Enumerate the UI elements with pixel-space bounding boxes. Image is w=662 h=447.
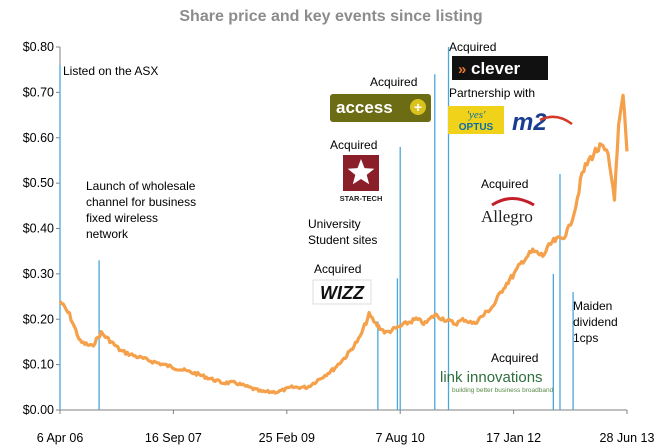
clever-logo: » clever	[452, 56, 548, 80]
y-tick-label: $0.50	[23, 176, 54, 190]
event-label: channel for business	[86, 195, 196, 209]
axes: $0.00 $0.10 $0.20 $0.30 $0.40 $0.50 $0.60 $0.70…	[23, 40, 655, 445]
x-tick-label: 6 Apr 06	[37, 431, 84, 445]
link-innovations-tagline: building better business broadband	[452, 387, 554, 394]
y-tick-label: $0.10	[23, 358, 54, 372]
plus-icon	[410, 99, 426, 115]
y-tick-label: $0.00	[23, 403, 54, 417]
y-tick-label: $0.30	[23, 267, 54, 281]
wizz-logo-box	[312, 279, 372, 305]
event-label: Listed on the ASX	[63, 64, 158, 78]
yes-optus-logo: 'yes'OPTUS	[448, 106, 504, 134]
event-label: Launch of wholesale	[86, 179, 196, 193]
access-logo-text: access	[336, 98, 393, 117]
yes-optus-logo-box	[448, 106, 504, 134]
event-label: Partnership with	[449, 86, 535, 100]
chart-title: Share price and key events since listing	[179, 8, 482, 25]
y-tick-label: $0.20	[23, 312, 54, 326]
event-label: Acquired	[370, 75, 417, 89]
star-tech-logo-text: STAR-TECH	[340, 194, 383, 203]
event-label: Acquired	[481, 177, 528, 191]
event-label: Acquired	[491, 351, 538, 365]
event-label: Maiden	[573, 299, 612, 313]
x-tick-label: 17 Jan 12	[486, 431, 541, 445]
logos: WIZZ STAR-TECH access + » clever 'yes'OPTUS m2 A…	[312, 56, 573, 394]
y-tick-label: $0.60	[23, 131, 54, 145]
wizz-logo-text: WIZZ	[320, 283, 365, 303]
x-tick-label: 28 Jun 13	[600, 431, 655, 445]
event-label: Student sites	[308, 233, 377, 247]
event-label: Acquired	[314, 262, 361, 276]
star-tech-logo: STAR-TECH	[340, 155, 383, 203]
price-line	[58, 93, 629, 395]
event-label: fixed wireless	[86, 211, 158, 225]
event-label: Acquired	[449, 40, 496, 54]
y-tick-label: $0.70	[23, 85, 54, 99]
access-logo-box	[330, 94, 431, 122]
x-tick-label: 16 Sep 07	[145, 431, 202, 445]
y-tick-label: $0.40	[23, 222, 54, 236]
event-label: network	[86, 227, 129, 241]
series	[58, 93, 629, 395]
clever-logo-box	[452, 56, 548, 80]
allegro-logo: Allegro	[481, 197, 535, 226]
event-label: 1cps	[573, 331, 598, 345]
m2-swoosh-icon	[539, 115, 573, 126]
yes-optus-logo-text: 'yes'	[467, 109, 486, 121]
clever-logo-text: clever	[471, 59, 521, 78]
event-label: University	[308, 217, 361, 231]
link-innovations-logo-text: link innovations	[440, 369, 543, 386]
wizz-logo: WIZZ	[312, 279, 372, 305]
y-tick-label: $0.80	[23, 40, 54, 54]
plus-icon-glyph: +	[414, 99, 422, 115]
allegro-logo-text: Allegro	[481, 207, 533, 226]
m2-logo: m2	[512, 109, 573, 136]
event-label: Acquired	[330, 138, 377, 152]
x-tick-label: 7 Aug 10	[376, 431, 425, 445]
yes-optus-logo-subtext: OPTUS	[459, 122, 494, 133]
allegro-arc-icon	[491, 197, 535, 207]
access-logo: access +	[330, 94, 431, 122]
star-icon	[347, 159, 375, 185]
event-labels: Listed on the ASX Launch of wholesale chan…	[63, 40, 618, 365]
event-label: dividend	[573, 315, 618, 329]
x-tick-label: 25 Feb 09	[259, 431, 315, 445]
clever-chevron-icon: »	[458, 61, 466, 78]
m2-logo-text: m2	[512, 109, 547, 136]
